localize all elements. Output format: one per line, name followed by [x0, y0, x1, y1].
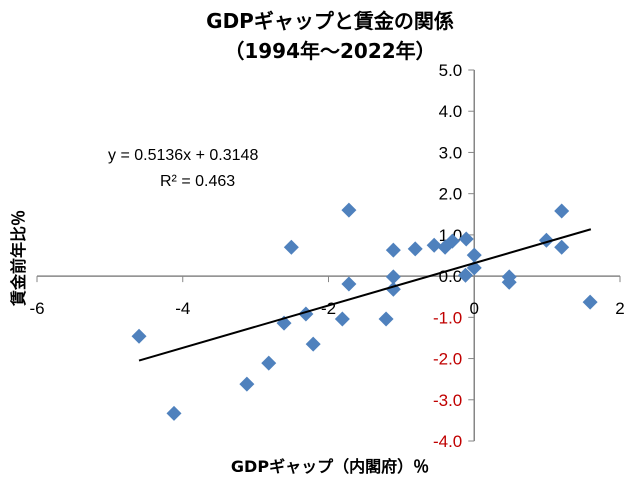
data-point [261, 355, 277, 371]
data-point [341, 202, 357, 218]
data-point [554, 203, 570, 219]
data-point [582, 294, 598, 310]
y-tick-label: -1.0 [433, 308, 462, 327]
data-point [458, 231, 474, 247]
x-tick-label: 2 [615, 299, 624, 318]
y-tick-label: 2.0 [439, 185, 463, 204]
data-point [385, 242, 401, 258]
data-point [239, 376, 255, 392]
x-tick-label: -4 [175, 299, 190, 318]
y-tick-label: 4.0 [439, 102, 463, 121]
x-tick-label: 0 [470, 299, 479, 318]
y-tick-label: 5.0 [439, 61, 463, 80]
y-tick-label: -3.0 [433, 391, 462, 410]
data-point [444, 233, 460, 249]
y-tick-label: -2.0 [433, 350, 462, 369]
data-point [283, 239, 299, 255]
r-squared: R² = 0.463 [160, 173, 235, 190]
data-point [385, 269, 401, 285]
chart-title: GDPギャップと賃金の関係 [206, 9, 454, 33]
y-tick-label: -4.0 [433, 432, 462, 451]
data-point [554, 239, 570, 255]
y-tick-label: 3.0 [439, 143, 463, 162]
data-point [426, 237, 442, 253]
y-axis-label: 賃金前年比％ [9, 210, 28, 307]
data-point [385, 281, 401, 297]
chart-subtitle: （1994年～2022年） [224, 39, 435, 63]
data-point [378, 311, 394, 327]
x-axis-label: GDPギャップ（内閣府）％ [231, 457, 429, 476]
trendline [138, 228, 592, 362]
data-point [305, 336, 321, 352]
data-point [131, 328, 147, 344]
data-point [341, 276, 357, 292]
data-point [334, 311, 350, 327]
data-point [458, 267, 474, 283]
data-point [166, 405, 182, 421]
data-point [501, 274, 517, 290]
x-tick-label: -2 [321, 299, 336, 318]
data-point [407, 241, 423, 257]
trendline-equation: y = 0.5136x + 0.3148 [108, 147, 258, 164]
x-tick-label: -6 [29, 299, 44, 318]
data-point [466, 247, 482, 263]
